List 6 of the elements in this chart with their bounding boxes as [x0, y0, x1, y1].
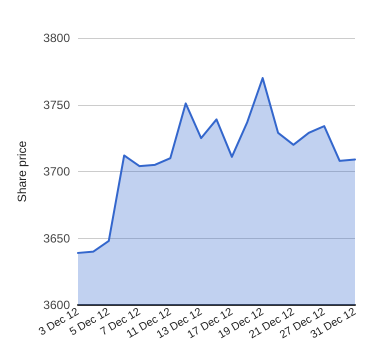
y-tick-label: 3650	[43, 231, 70, 246]
y-tick-label: 3600	[43, 298, 70, 312]
y-tick-label: 3700	[43, 164, 70, 178]
y-tick-label: 3750	[43, 98, 70, 112]
y-tick-label: 3800	[43, 31, 70, 45]
y-axis-title: Share price	[15, 140, 29, 202]
